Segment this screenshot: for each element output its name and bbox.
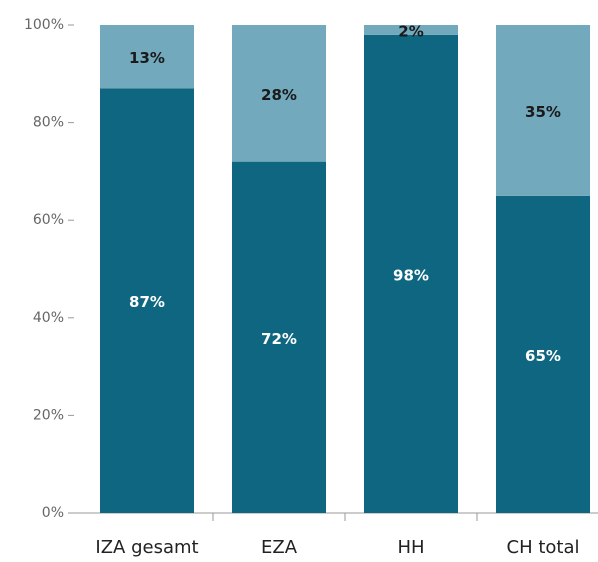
value-label: 28%	[261, 86, 297, 104]
y-tick-label: 20%	[33, 407, 64, 423]
x-tick-label: HH	[397, 537, 424, 558]
value-label: 65%	[525, 347, 561, 365]
value-label: 2%	[398, 22, 423, 40]
value-label: 87%	[129, 293, 165, 311]
bar-segment	[100, 88, 194, 513]
bar-segment	[496, 25, 590, 196]
y-tick-label: 40%	[33, 310, 64, 326]
value-label: 72%	[261, 330, 297, 348]
x-tick-label: IZA gesamt	[95, 537, 198, 558]
x-tick-label: CH total	[507, 537, 580, 558]
bar-segment	[232, 25, 326, 162]
bar-segment	[100, 25, 194, 89]
value-label: 35%	[525, 103, 561, 121]
y-tick-label: 0%	[42, 505, 64, 521]
bar-segment	[364, 34, 458, 513]
y-tick-label: 80%	[33, 115, 64, 131]
y-tick-label: 100%	[24, 17, 64, 33]
value-label: 13%	[129, 49, 165, 67]
bar-segment	[364, 25, 458, 35]
x-tick-label: EZA	[261, 537, 298, 558]
y-tick-label: 60%	[33, 212, 64, 228]
bar-segment	[496, 195, 590, 514]
value-label: 98%	[393, 266, 429, 284]
bar-segment	[232, 161, 326, 513]
